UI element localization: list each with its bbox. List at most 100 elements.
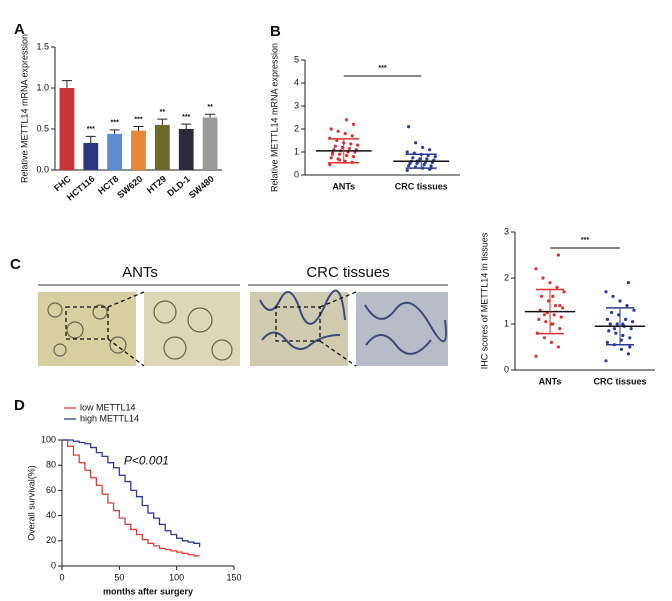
x-tick-label: 0 — [59, 572, 64, 582]
significance: ** — [207, 104, 213, 111]
dot — [605, 317, 610, 321]
dot — [552, 313, 556, 317]
axis-line — [514, 232, 655, 371]
dot — [628, 345, 632, 349]
dot — [335, 138, 339, 143]
y-tick-label: 3 — [294, 100, 299, 110]
dot — [433, 155, 437, 159]
dot — [330, 152, 335, 156]
micrograph — [250, 292, 348, 366]
dot — [610, 310, 614, 315]
significance: *** — [134, 116, 142, 123]
y-tick-label: 20 — [46, 535, 56, 545]
error-bar — [109, 129, 120, 134]
dot — [337, 158, 342, 162]
error-bar — [181, 123, 192, 129]
dot — [336, 129, 340, 133]
dot — [343, 159, 347, 163]
panel-c-images: C ANTs CRC tissues — [10, 256, 448, 367]
dot — [618, 299, 622, 303]
dot — [556, 253, 561, 257]
dot — [558, 327, 562, 331]
dot — [534, 354, 538, 358]
bar — [131, 130, 146, 170]
x-tick-label: HT29 — [145, 174, 168, 196]
axis-line — [304, 60, 460, 176]
y-tick-label: 4 — [294, 77, 299, 87]
y-tick-label: 5 — [294, 54, 299, 64]
significance: *** — [581, 237, 589, 244]
dot — [542, 313, 547, 317]
dot — [554, 304, 558, 308]
p-value: P<0.001 — [124, 454, 169, 468]
error-bar — [85, 135, 96, 143]
dot — [349, 142, 353, 146]
dot — [344, 118, 349, 122]
x-tick-label: ANTs — [332, 181, 355, 191]
image-label: ANTs — [122, 264, 158, 281]
legend-label: high METTL14 — [80, 413, 139, 423]
dot — [407, 164, 411, 168]
dot — [542, 336, 547, 340]
error-bar — [61, 80, 72, 88]
dot — [541, 276, 545, 280]
dot — [333, 144, 337, 148]
bar — [83, 142, 99, 170]
dot — [621, 333, 625, 338]
dot — [614, 331, 618, 335]
significance: *** — [182, 114, 190, 121]
y-axis-label: Relative METTL14 mRNA expression — [19, 34, 29, 183]
dot — [624, 317, 628, 321]
dot — [558, 304, 562, 308]
panel-letter: D — [14, 397, 25, 414]
x-tick-label: SW480 — [187, 174, 216, 201]
panel-letter: B — [270, 23, 281, 40]
dot — [631, 320, 635, 324]
zoom-box — [65, 291, 357, 367]
dot — [351, 155, 356, 159]
dot — [537, 317, 541, 321]
x-tick-label: CRC tissues — [593, 376, 646, 386]
dot — [617, 313, 621, 317]
y-tick-label: 0 — [294, 169, 299, 179]
dot — [548, 281, 552, 285]
dot — [612, 327, 617, 331]
y-tick-label: 100 — [41, 434, 56, 444]
dot — [605, 340, 610, 344]
dot — [561, 306, 565, 310]
dot — [534, 267, 538, 271]
y-tick-label: 2 — [294, 123, 299, 133]
x-tick-label: 150 — [226, 572, 241, 582]
y-tick-label: 40 — [46, 510, 56, 520]
dot — [604, 359, 608, 363]
dot — [628, 336, 632, 340]
y-tick-label: 1.0 — [36, 82, 49, 92]
dot — [619, 338, 624, 342]
x-tick-label: SW620 — [115, 174, 144, 201]
dot — [625, 304, 629, 308]
dot — [421, 145, 425, 149]
image-label: CRC tissues — [306, 264, 389, 281]
dot — [329, 156, 333, 160]
dot — [414, 141, 418, 145]
y-tick-label: 0 — [504, 364, 509, 374]
tissue-texture — [47, 300, 233, 361]
x-axis-label: months after surgery — [103, 586, 193, 596]
dot — [347, 146, 351, 151]
dot — [350, 134, 354, 138]
x-tick-label: 50 — [114, 572, 124, 582]
dot — [549, 322, 554, 326]
dot — [328, 163, 332, 167]
y-tick-label: 3 — [504, 226, 509, 236]
dot — [340, 145, 344, 149]
dot — [626, 281, 631, 285]
y-tick-label: 0 — [51, 560, 56, 570]
dot — [615, 322, 619, 326]
survival-curve — [62, 439, 201, 548]
tissue-texture — [259, 289, 447, 355]
y-tick-label: 1.5 — [36, 41, 49, 51]
dot — [407, 125, 411, 129]
x-tick-label: 100 — [169, 572, 184, 582]
